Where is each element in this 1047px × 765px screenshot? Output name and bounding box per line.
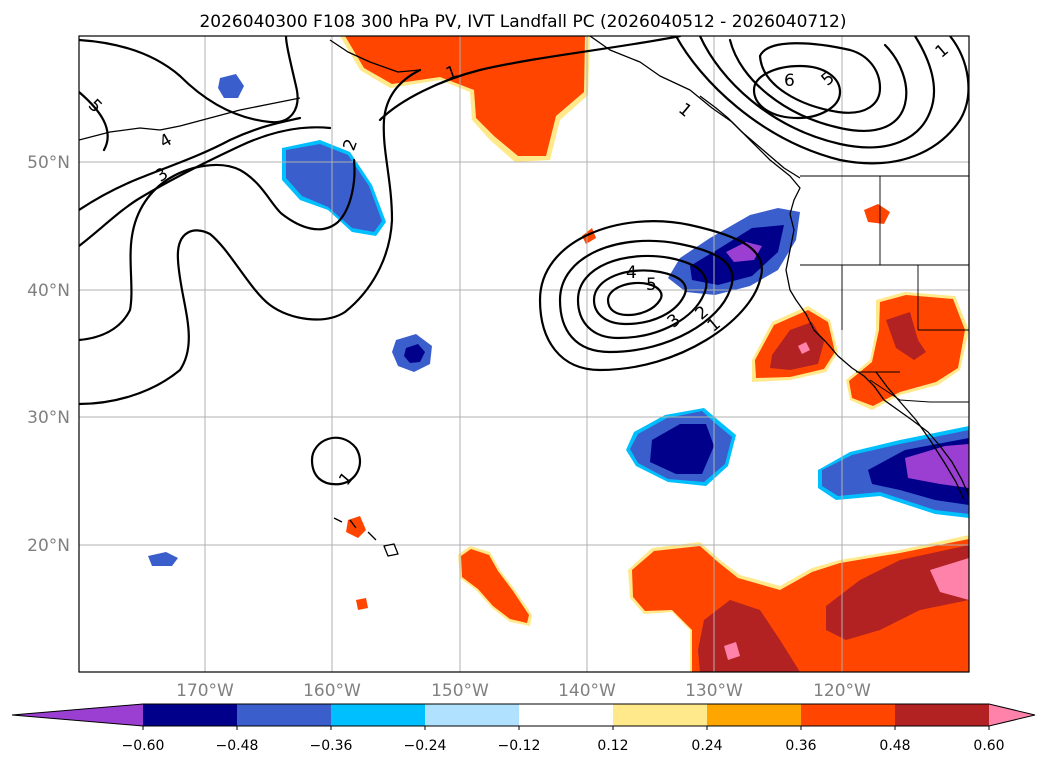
contour-closed-low-5: [606, 281, 663, 317]
contour-7-west: [79, 36, 299, 124]
colorbar-segment: [895, 704, 990, 726]
shade-positive-south-band-max: [930, 558, 969, 600]
lat-label-40n: 40°N: [27, 281, 70, 301]
coastline-alaska: [329, 39, 421, 73]
shade-negative-south-central-min: [650, 424, 714, 474]
contour-label-4-low: 4: [626, 263, 637, 283]
latitude-labels: 50°N 40°N 30°N 20°N: [27, 153, 70, 556]
lat-label-50n: 50°N: [27, 153, 70, 173]
political-borders: [800, 175, 969, 403]
contour-5-west: [79, 116, 302, 212]
colorbar-segment: [707, 704, 802, 726]
colorbar-tick-label: 0.24: [691, 738, 722, 754]
lon-label-170w: 170°W: [176, 681, 234, 701]
colorbar-tick-label: 0.48: [879, 738, 910, 754]
lon-label-160w: 160°W: [303, 681, 361, 701]
contour-label-5-low: 5: [646, 275, 657, 295]
longitude-labels: 170°W 160°W 150°W 140°W 130°W 120°W: [176, 681, 871, 701]
colorbar-tick-label: −0.24: [404, 738, 447, 754]
colorbar-segment: [237, 704, 332, 726]
lon-label-150w: 150°W: [431, 681, 489, 701]
colorbar-segment: [613, 704, 708, 726]
colorbar-segment: [143, 704, 238, 726]
shade-positive-south-band-dark: [698, 600, 800, 672]
border-states-2: [856, 176, 919, 373]
coastline-bc-islands: [699, 95, 801, 179]
shade-positive-subtropics-core: [461, 549, 529, 623]
contour-label-6-gulf: 6: [784, 71, 795, 91]
coastline-west-coast: [589, 36, 969, 497]
colorbar-tick-label: −0.36: [310, 738, 353, 754]
shade-positive-great-basin-dark: [886, 312, 926, 360]
colorbar-tick-label: 0.12: [597, 738, 628, 754]
contour-closed-low-3: [576, 254, 708, 340]
map-frame: [78, 35, 970, 673]
contour-2-west: [79, 68, 422, 406]
colorbar-tick-label: −0.60: [122, 738, 165, 754]
shade-negative-northwest-core: [286, 144, 382, 232]
shade-positive-small-north: [864, 204, 890, 224]
contour-closed-subtropical: [310, 436, 362, 486]
colorbar-segment: [801, 704, 896, 726]
shade-negative-mid-pacific-core: [404, 344, 425, 363]
lon-label-120w: 120°W: [813, 681, 871, 701]
colorbar-tick-label: −0.48: [216, 738, 259, 754]
shade-negative-southwest: [148, 552, 178, 566]
map-title: 2026040300 F108 300 hPa PV, IVT Landfall…: [199, 12, 846, 32]
lat-label-20n: 20°N: [27, 536, 70, 556]
lat-label-30n: 30°N: [27, 408, 70, 428]
colorbar-tick-label: 0.36: [785, 738, 816, 754]
ivt-shading: [148, 36, 969, 672]
shade-positive-hawaii-small: [356, 598, 368, 610]
coastline-hawaii: [333, 517, 399, 557]
shade-positive-california-dark: [770, 322, 824, 370]
colorbar-extend-max: [989, 704, 1035, 726]
pv-contours: 5 4 3 2 1 1 6 5 4 5 3 2 1 1 1: [79, 36, 969, 490]
contour-closed-low-4: [592, 269, 687, 326]
border-states-1: [800, 264, 969, 331]
contour-closed-low-offshore: [538, 220, 763, 372]
colorbar-segment: [331, 704, 426, 726]
colorbar: −0.60 −0.48 −0.36 −0.24 −0.12 0.12 0.24 0.36 0.4…: [11, 703, 1036, 754]
shade-positive-california-max: [798, 342, 810, 354]
contour-6-west: [79, 90, 109, 152]
shade-negative-small-nw: [218, 74, 244, 98]
coastline-baja: [875, 371, 965, 501]
colorbar-extend-min: [12, 704, 143, 726]
gridlines: [79, 36, 969, 672]
contour-closed-high-gulf-1: [674, 36, 969, 165]
contour-3-west: [79, 158, 356, 342]
shade-positive-south-band-dark2: [826, 545, 969, 640]
contour-4-west: [79, 126, 332, 248]
shade-positive-south-band-max2: [724, 642, 740, 660]
colorbar-segment: [519, 704, 614, 726]
coastlines: [79, 36, 969, 557]
colorbar-segment: [425, 704, 520, 726]
contour-closed-high-gulf-2: [698, 36, 936, 149]
coastline-alaska-islands: [79, 97, 301, 141]
contour-closed-high-gulf-3: [728, 38, 908, 132]
shade-positive-gulf-of-alaska-core: [345, 36, 585, 156]
contour-closed-low-2: [558, 239, 734, 354]
colorbar-tick-label: −0.12: [498, 738, 541, 754]
map-panel: 5 4 3 2 1 1 6 5 4 5 3 2 1 1 1: [78, 35, 970, 673]
contour-1-long: [378, 36, 682, 122]
border-mexico: [869, 379, 969, 403]
contour-closed-high-gulf-5: [752, 64, 842, 120]
colorbar-tick-label: 0.60: [973, 738, 1004, 754]
shade-negative-central-min: [726, 242, 762, 262]
contour-closed-high-gulf-4: [758, 42, 882, 114]
lon-label-130w: 130°W: [685, 681, 743, 701]
lon-label-140w: 140°W: [558, 681, 616, 701]
